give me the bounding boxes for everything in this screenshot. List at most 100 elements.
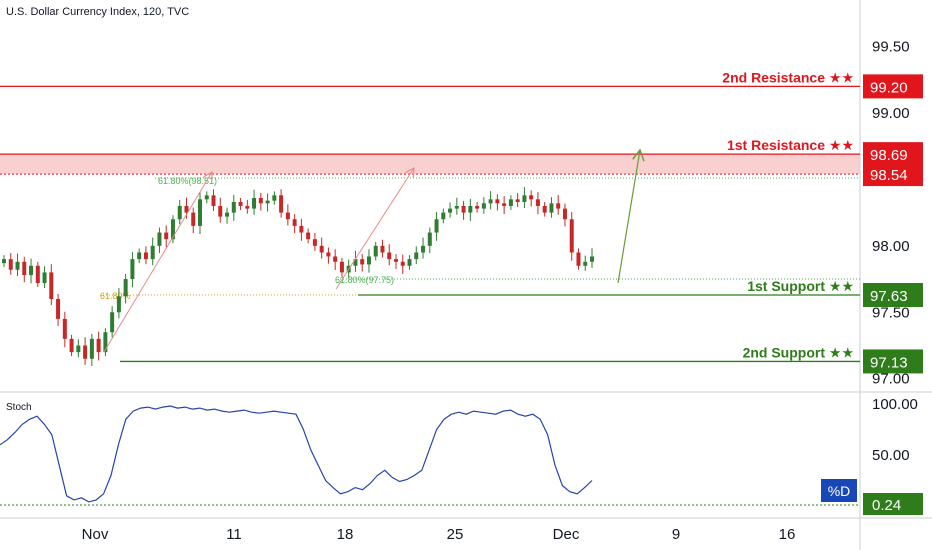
candle-body — [380, 245, 385, 253]
candle-body — [583, 261, 588, 266]
stoch-title: Stoch — [6, 402, 32, 413]
candle-body — [529, 195, 534, 200]
candle-body — [218, 205, 223, 217]
candle-body — [312, 239, 317, 246]
measure-arrow — [103, 172, 212, 353]
price-level-badge — [863, 282, 923, 307]
candle-body — [515, 199, 520, 202]
candle-body — [333, 256, 338, 262]
candle-body — [279, 195, 284, 213]
fib-label: 61.80%(98.51) — [158, 176, 217, 186]
price-level-badge — [863, 162, 923, 187]
percent-d-label: %D — [828, 483, 851, 499]
price-level-badge — [863, 349, 923, 374]
stoch-value-badge — [863, 493, 923, 515]
candle-body — [306, 232, 311, 240]
candle-body — [245, 205, 250, 209]
candle-body — [258, 197, 263, 204]
candle-body — [535, 199, 540, 206]
candle-body — [35, 265, 40, 284]
price-tick-label: 99.50 — [872, 39, 910, 56]
arrows-layer — [103, 150, 640, 353]
candle-body — [461, 205, 466, 213]
price-level-badge-label: 97.63 — [870, 288, 908, 305]
candle-body — [542, 205, 547, 213]
candle-body — [198, 199, 202, 226]
projection-arrow — [617, 150, 640, 284]
candle-body — [42, 272, 47, 284]
candle-body — [22, 261, 27, 276]
price-axis[interactable]: 99.50 99.00 98.00 97.50 97.00 99.20 98.69 98.54… — [863, 39, 923, 388]
level-name: 2nd Resistance ★★ — [722, 69, 854, 85]
time-tick-label: 11 — [226, 526, 242, 543]
candle-body — [353, 259, 358, 266]
candle-body — [366, 256, 371, 265]
candle-body — [421, 245, 426, 253]
price-tick-label: 97.50 — [872, 304, 910, 321]
candle-body — [387, 252, 392, 260]
price-tick-label: 97.00 — [872, 371, 910, 388]
time-axis[interactable]: Nov 11 18 25 Dec 9 16 — [82, 526, 796, 543]
time-tick-label: 9 — [672, 526, 680, 543]
candle-body — [15, 261, 20, 270]
level-name: 1st Resistance ★★ — [727, 137, 854, 153]
candle-body — [407, 259, 412, 266]
candle-body — [191, 212, 196, 226]
candle-body — [83, 345, 88, 359]
candle-body — [62, 318, 67, 339]
candle-body — [556, 203, 561, 209]
candle-body — [488, 199, 493, 204]
candle-body — [225, 212, 230, 217]
candle-body — [394, 259, 398, 262]
time-tick-label: Dec — [553, 526, 580, 543]
fib-label: 61.80%(97.75) — [335, 275, 394, 285]
candle-body — [326, 252, 331, 257]
price-level-badge-label: 98.54 — [870, 167, 908, 184]
candle-body — [434, 219, 439, 233]
candle-body — [170, 219, 175, 240]
candle-body — [110, 312, 115, 333]
candle-body — [441, 212, 446, 220]
candle-body — [414, 252, 419, 260]
candle-body — [29, 265, 34, 276]
candle-body — [265, 200, 270, 204]
time-tick-label: 25 — [447, 526, 464, 543]
measure-arrow — [335, 168, 414, 290]
candle-body — [502, 203, 507, 206]
candle-body — [238, 201, 243, 206]
candle-body — [123, 279, 128, 297]
candle-body — [400, 261, 405, 266]
price-level-badge-label: 97.13 — [870, 354, 908, 371]
fib-label: 61.80% — [100, 291, 131, 301]
fib-layer: 61.80%(98.51) 61.80% 61.80%(97.75) — [100, 176, 860, 301]
candle-body — [157, 232, 162, 246]
candle-body — [96, 338, 101, 353]
candle-body — [549, 203, 554, 213]
candle-body — [339, 261, 344, 273]
candles-layer — [2, 187, 594, 366]
percent-d-badge — [821, 479, 857, 502]
price-level-badge-label: 98.69 — [870, 147, 908, 164]
price-level-badge-label: 99.20 — [870, 79, 908, 96]
candle-body — [562, 208, 567, 220]
candle-body — [448, 208, 453, 213]
candle-body — [211, 195, 216, 206]
candle-body — [373, 245, 378, 257]
levels-layer: 2nd Resistance ★★ 1st Resistance ★★ 1st Su… — [0, 69, 860, 363]
candle-body — [319, 245, 324, 253]
price-level-badge — [863, 74, 923, 99]
candle-body — [184, 205, 189, 213]
stoch-line — [0, 405, 593, 503]
candle-body — [508, 199, 513, 206]
candle-body — [116, 296, 121, 313]
time-tick-label: Nov — [82, 526, 109, 543]
stoch-tick-label: 100.00 — [872, 396, 918, 413]
resistance-zone — [0, 154, 860, 175]
candle-body — [495, 199, 500, 204]
price-tick-label: 99.00 — [872, 105, 910, 122]
candle-body — [103, 332, 108, 353]
candle-body — [231, 201, 236, 213]
time-tick-label: 16 — [779, 526, 796, 543]
candle-body — [204, 195, 209, 200]
